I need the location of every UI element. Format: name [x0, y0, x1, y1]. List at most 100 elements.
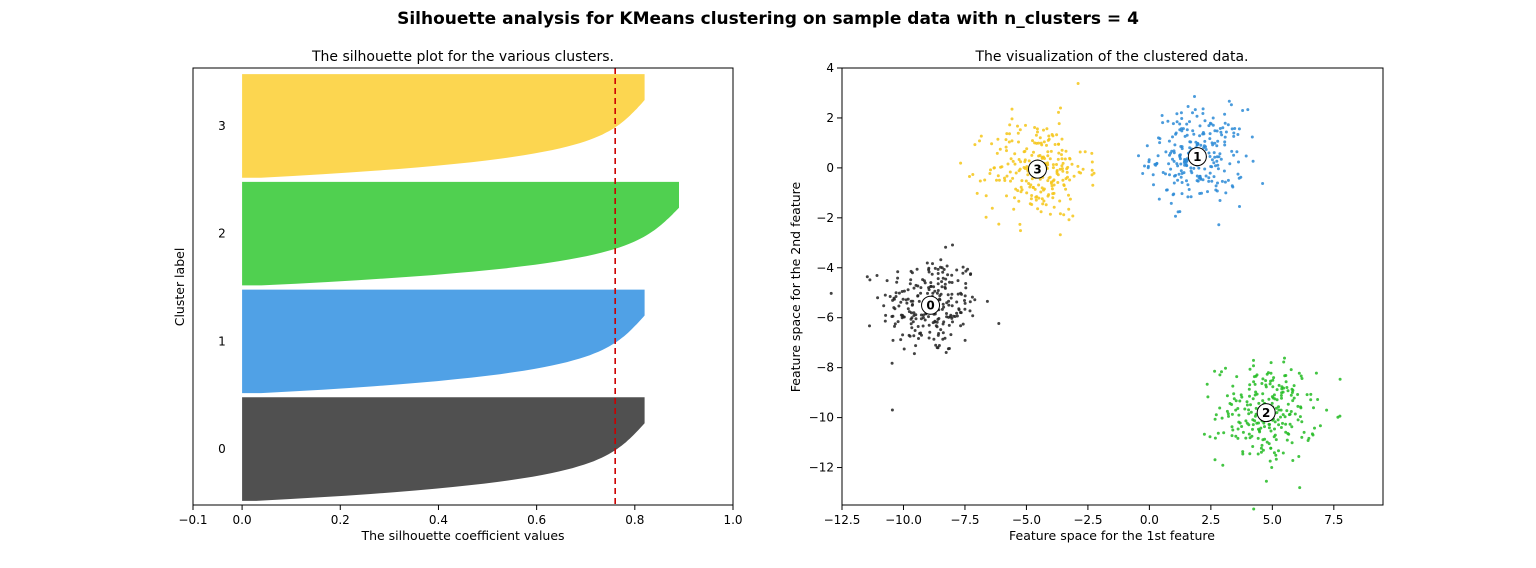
scatter-point-cluster-0 [970, 295, 974, 299]
y-tick-label: 2 [826, 111, 834, 125]
scatter-point-cluster-2 [1275, 411, 1279, 415]
scatter-point-cluster-0 [945, 312, 948, 315]
scatter-point-cluster-2 [1218, 406, 1222, 410]
scatter-point-cluster-2 [1253, 419, 1257, 423]
scatter-point-cluster-3 [1024, 123, 1027, 127]
scatter-point-cluster-2 [1275, 388, 1279, 392]
scatter-point-cluster-0 [906, 297, 910, 301]
scatter-point-cluster-2 [1253, 382, 1257, 386]
scatter-point-cluster-1 [1208, 137, 1212, 141]
scatter-point-cluster-3 [1025, 147, 1029, 151]
scatter-point-cluster-2 [1280, 396, 1283, 400]
scatter-point-cluster-3 [978, 139, 981, 143]
cluster-scatter-plot: The visualization of the clustered data.… [788, 49, 1384, 543]
scatter-point-cluster-1 [1210, 141, 1214, 145]
scatter-point-cluster-3 [1042, 128, 1045, 132]
scatter-point-cluster-2 [1259, 426, 1263, 430]
scatter-point-cluster-1 [1219, 130, 1223, 134]
scatter-point-cluster-1 [1188, 146, 1192, 150]
scatter-point-cluster-1 [1237, 160, 1240, 164]
scatter-point-cluster-0 [916, 325, 920, 328]
scatter-point-cluster-0 [891, 338, 895, 342]
scatter-point-cluster-0 [971, 314, 975, 318]
y-tick-label: −8 [816, 361, 834, 375]
scatter-point-cluster-1 [1204, 148, 1208, 151]
scatter-point-cluster-2 [1269, 371, 1273, 375]
scatter-point-cluster-1 [1195, 174, 1199, 178]
scatter-point-cluster-0 [933, 320, 937, 324]
scatter-point-cluster-1 [1171, 157, 1174, 161]
scatter-point-cluster-1 [1261, 182, 1265, 185]
scatter-point-cluster-2 [1281, 451, 1285, 455]
scatter-point-cluster-3 [1005, 194, 1008, 198]
scatter-point-cluster-2 [1220, 370, 1223, 374]
scatter-point-cluster-3 [1070, 162, 1074, 166]
scatter-point-cluster-1 [1141, 172, 1145, 175]
scatter-point-cluster-3 [1055, 163, 1058, 166]
scatter-point-cluster-0 [891, 314, 895, 318]
scatter-point-cluster-3 [1065, 170, 1069, 174]
scatter-point-cluster-3 [1051, 166, 1055, 170]
x-tick-label: 0.4 [429, 513, 448, 527]
scatter-point-cluster-0 [950, 304, 954, 308]
scatter-point-cluster-3 [1022, 150, 1026, 154]
scatter-point-cluster-3 [1043, 157, 1046, 160]
scatter-point-cluster-2 [1267, 426, 1271, 430]
scatter-point-cluster-2 [1231, 384, 1235, 388]
scatter-point-cluster-1 [1189, 169, 1193, 173]
scatter-point-cluster-2 [1291, 459, 1295, 462]
scatter-point-cluster-2 [1309, 398, 1313, 402]
scatter-point-cluster-2 [1273, 427, 1276, 431]
scatter-point-cluster-3 [1017, 140, 1020, 144]
scatter-point-cluster-3 [1018, 128, 1022, 132]
scatter-point-cluster-0 [939, 292, 943, 296]
scatter-point-cluster-1 [1185, 122, 1189, 126]
scatter-point-cluster-1 [1202, 146, 1206, 150]
scatter-point-cluster-0 [895, 280, 899, 284]
silhouette-plot-frame [192, 67, 734, 506]
scatter-point-cluster-3 [971, 173, 975, 176]
scatter-point-cluster-0 [929, 281, 933, 285]
scatter-point-cluster-1 [1174, 131, 1178, 135]
scatter-point-cluster-0 [917, 299, 921, 303]
scatter-point-cluster-0 [919, 317, 923, 321]
scatter-point-cluster-1 [1222, 169, 1226, 173]
x-tick-label: −2.5 [1073, 513, 1102, 527]
scatter-point-cluster-2 [1206, 395, 1210, 399]
scatter-point-cluster-0 [961, 271, 965, 275]
scatter-point-cluster-1 [1207, 176, 1211, 180]
scatter-point-cluster-1 [1241, 109, 1245, 112]
scatter-point-cluster-3 [1062, 213, 1066, 217]
scatter-point-cluster-3 [1013, 162, 1017, 166]
scatter-point-cluster-1 [1189, 195, 1193, 199]
scatter-point-cluster-3 [1071, 214, 1075, 218]
scatter-point-cluster-1 [1168, 173, 1171, 177]
scatter-point-cluster-0 [944, 351, 948, 354]
scatter-point-cluster-2 [1252, 364, 1255, 368]
scatter-point-cluster-2 [1274, 453, 1278, 457]
scatter-point-cluster-1 [1187, 188, 1191, 191]
scatter-point-cluster-1 [1175, 162, 1179, 166]
scatter-point-cluster-3 [1068, 197, 1072, 201]
scatter-point-cluster-3 [1029, 197, 1033, 201]
scatter-point-cluster-1 [1216, 167, 1220, 171]
scatter-point-cluster-0 [900, 290, 904, 293]
scatter-point-cluster-2 [1296, 404, 1300, 408]
scatter-point-cluster-3 [1052, 205, 1056, 209]
scatter-point-cluster-3 [1009, 157, 1013, 161]
scatter-point-cluster-3 [1067, 218, 1071, 222]
scatter-point-cluster-3 [1061, 161, 1065, 165]
scatter-point-cluster-1 [1188, 120, 1191, 124]
scatter-point-cluster-2 [1251, 397, 1255, 401]
scatter-point-cluster-3 [1037, 196, 1041, 200]
scatter-point-cluster-0 [936, 277, 940, 281]
scatter-point-cluster-1 [1176, 210, 1180, 214]
cluster-centers: 0 1 2 3 [921, 147, 1276, 423]
scatter-point-cluster-2 [1263, 437, 1267, 441]
scatter-point-cluster-1 [1215, 189, 1219, 193]
scatter-point-cluster-3 [1076, 164, 1080, 168]
scatter-point-cluster-1 [1214, 164, 1217, 168]
scatter-point-cluster-1 [1237, 127, 1241, 131]
scatter-point-cluster-2 [1318, 424, 1322, 428]
scatter-point-cluster-3 [1057, 110, 1060, 114]
